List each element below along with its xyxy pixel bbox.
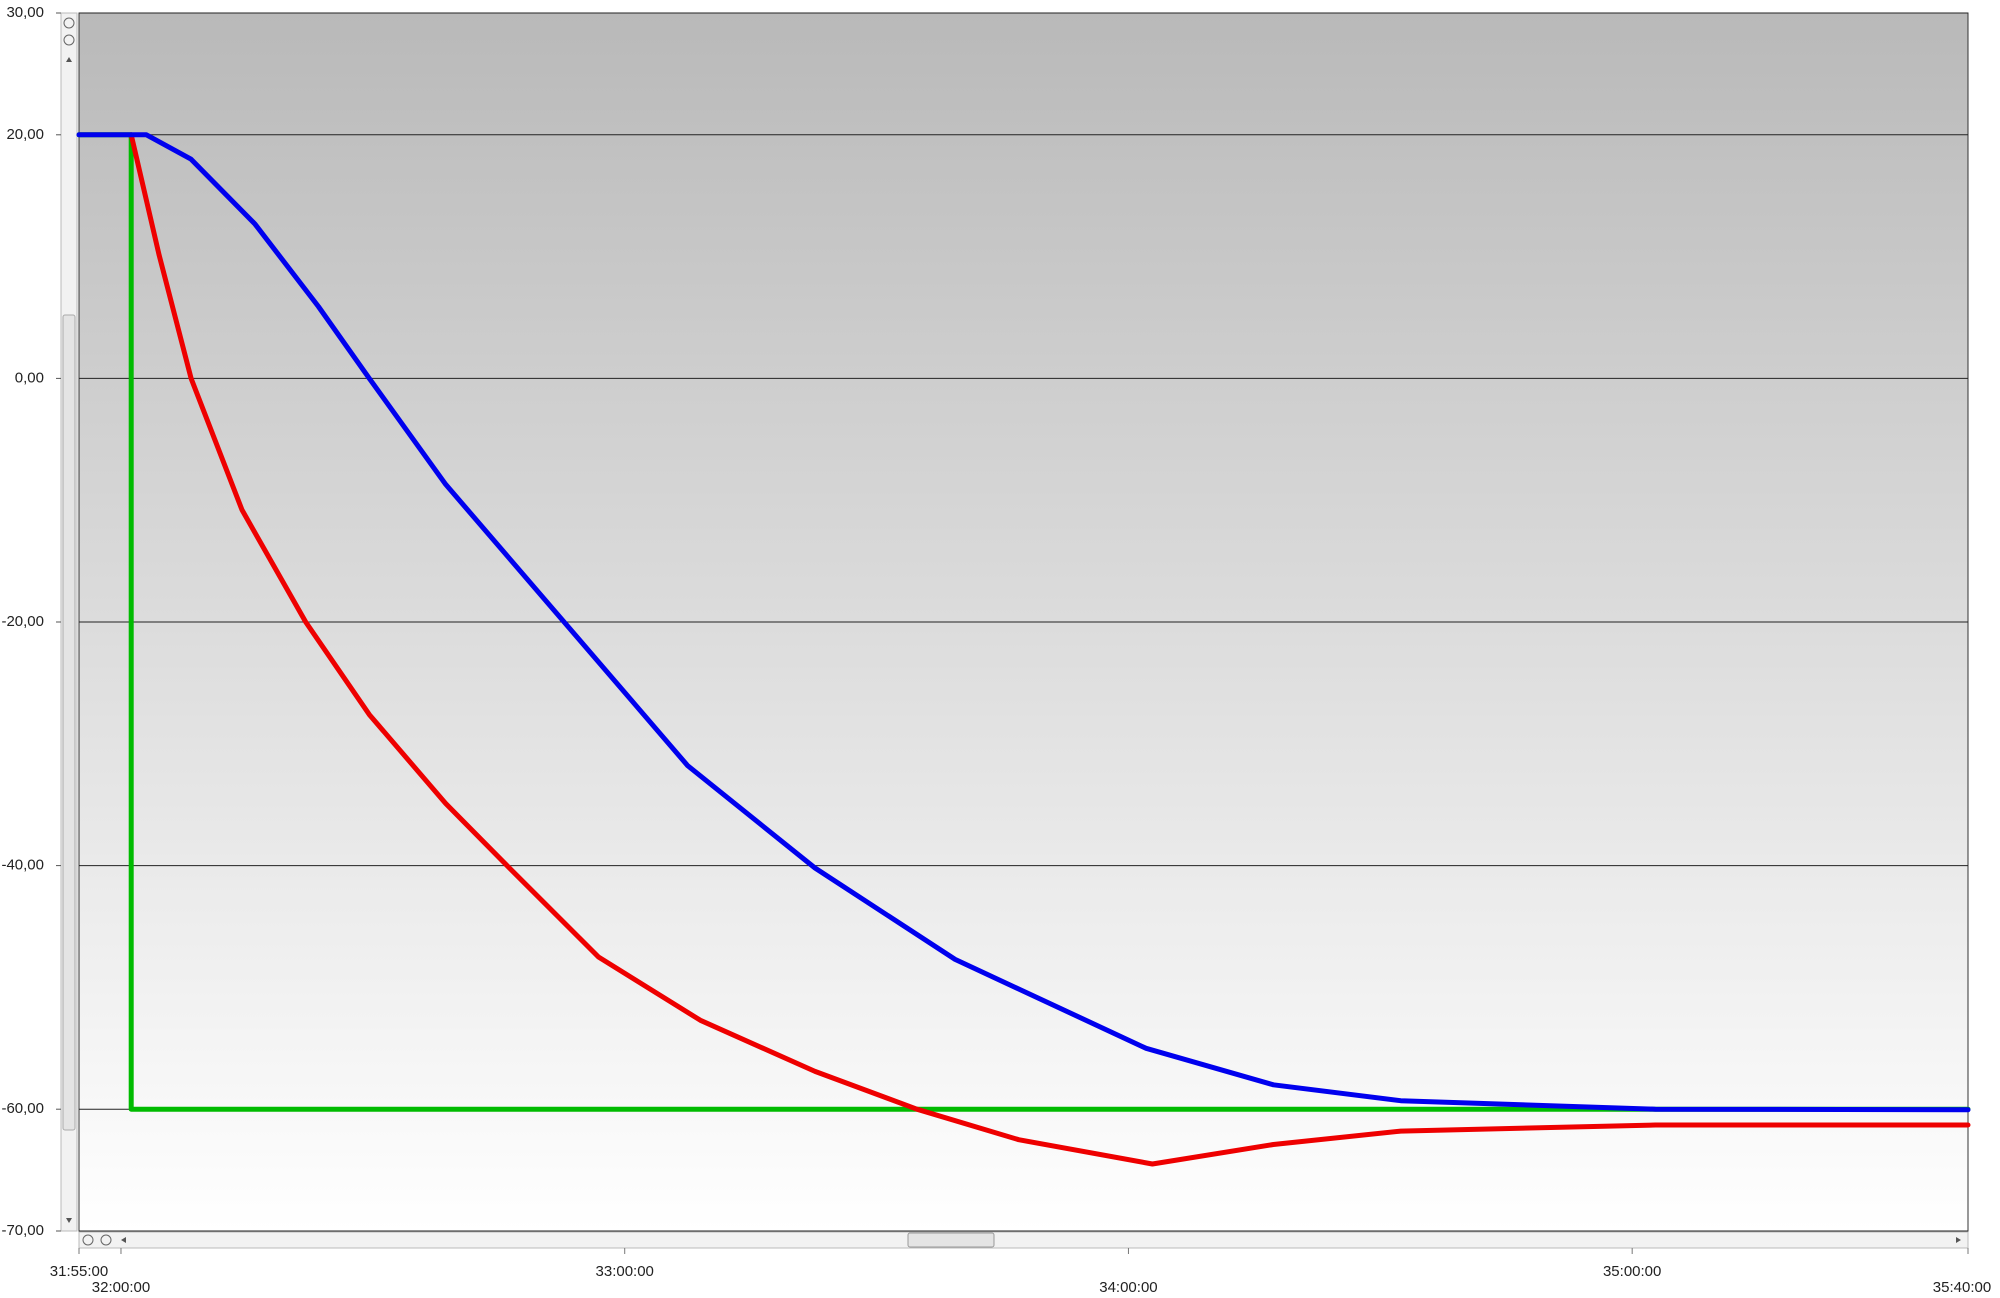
scroll-track [78, 1231, 1969, 1249]
data-line [128, 132, 1971, 1167]
scroll-left[interactable] [121, 1237, 126, 1243]
x-tick-label: 33:00:00 [596, 1263, 654, 1280]
y-tick-label: 0,00 [15, 369, 44, 386]
x-tick-label: 35:40:00 [1933, 1279, 1991, 1296]
x-tick-label: 32:00:00 [92, 1279, 150, 1296]
y-tick-label: -40,00 [1, 857, 44, 874]
y-tick-label: -20,00 [1, 613, 44, 630]
scroll-up[interactable] [66, 57, 72, 62]
scroll-down[interactable] [66, 1218, 72, 1223]
y-tick-label: -70,00 [1, 1222, 44, 1239]
y-tick-label: 30,00 [6, 4, 44, 21]
scroll-right[interactable] [1956, 1237, 1961, 1243]
vertical-scrollbar[interactable] [60, 12, 78, 1232]
scroll-thumb[interactable] [62, 314, 76, 1131]
horizontal-scrollbar[interactable] [78, 1231, 1969, 1249]
zoom-icon[interactable] [63, 17, 75, 29]
x-tick-label: 34:00:00 [1099, 1279, 1157, 1296]
x-tick-label: 31:55:00 [50, 1263, 108, 1280]
reset-icon[interactable] [100, 1234, 112, 1246]
scroll-thumb[interactable] [907, 1232, 995, 1248]
data-line [76, 132, 1971, 1113]
y-tick-label: 20,00 [6, 126, 44, 143]
x-tick-label: 35:00:00 [1603, 1263, 1661, 1280]
y-tick-label: -60,00 [1, 1100, 44, 1117]
reset-icon[interactable] [63, 34, 75, 46]
zoom-icon[interactable] [82, 1234, 94, 1246]
